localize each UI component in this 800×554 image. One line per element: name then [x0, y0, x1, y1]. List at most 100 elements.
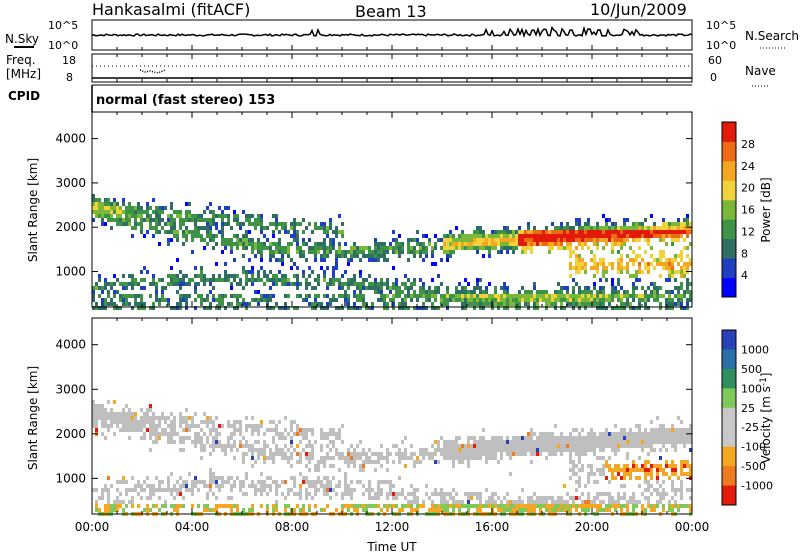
heatmap-cell [248, 424, 251, 428]
heatmap-cell [104, 202, 107, 206]
heatmap-cell [509, 238, 512, 242]
heatmap-cell [446, 290, 449, 294]
heatmap-cell [548, 242, 551, 246]
heatmap-cell [335, 432, 338, 436]
heatmap-cell [584, 306, 587, 310]
heatmap-cell [515, 306, 518, 310]
heatmap-cell [221, 424, 224, 428]
heatmap-cell [548, 294, 551, 298]
heatmap-cell [443, 302, 446, 306]
heatmap-cell [155, 298, 158, 302]
heatmap-cell [185, 238, 188, 242]
heatmap-cell [476, 298, 479, 302]
heatmap-cell [215, 436, 218, 440]
heatmap-cell [320, 432, 323, 436]
heatmap-cell [275, 508, 278, 512]
heatmap-cell [581, 448, 584, 452]
heatmap-cell [311, 306, 314, 310]
heatmap-cell [392, 238, 395, 242]
heatmap-cell [122, 416, 125, 420]
heatmap-cell [392, 286, 395, 290]
heatmap-cell [671, 290, 674, 294]
heatmap-cell [149, 226, 152, 230]
heatmap-cell [530, 250, 533, 254]
colorbar-segment [722, 368, 736, 389]
heatmap-cell [518, 298, 521, 302]
heatmap-cell [308, 456, 311, 460]
heatmap-cell [686, 428, 689, 432]
heatmap-cell [212, 286, 215, 290]
heatmap-cell [113, 432, 116, 436]
heatmap-cell [275, 448, 278, 452]
heatmap-cell [356, 452, 359, 456]
heatmap-cell [539, 290, 542, 294]
heatmap-cell [398, 286, 401, 290]
heatmap-cell [233, 432, 236, 436]
heatmap-cell [581, 298, 584, 302]
heatmap-cell [131, 286, 134, 290]
heatmap-cell [440, 246, 443, 250]
heatmap-cell [653, 298, 656, 302]
heatmap-cell [311, 456, 314, 460]
colorbar-tick-label: 20 [741, 182, 755, 195]
heatmap-cell [155, 210, 158, 214]
heatmap-cell [581, 290, 584, 294]
heatmap-cell [188, 278, 191, 282]
heatmap-cell [230, 274, 233, 278]
heatmap-cell [116, 218, 119, 222]
heatmap-cell [197, 218, 200, 222]
heatmap-cell [212, 294, 215, 298]
heatmap-cell [338, 432, 341, 436]
heatmap-cell [521, 250, 524, 254]
heatmap-cell [449, 456, 452, 460]
heatmap-cell [134, 428, 137, 432]
heatmap-cell [158, 416, 161, 420]
heatmap-cell [656, 488, 659, 492]
heatmap-cell [92, 202, 95, 206]
heatmap-cell [398, 448, 401, 452]
heatmap-cell [596, 508, 599, 512]
heatmap-cell [185, 274, 188, 278]
heatmap-cell [218, 444, 221, 448]
heatmap-cell [125, 420, 128, 424]
heatmap-cell [323, 432, 326, 436]
heatmap-cell [335, 452, 338, 456]
heatmap-cell [311, 286, 314, 290]
heatmap-cell [374, 290, 377, 294]
heatmap-cell [125, 404, 128, 408]
heatmap-cell [125, 504, 128, 508]
heatmap-cell [368, 306, 371, 310]
heatmap-cell [299, 452, 302, 456]
heatmap-cell [614, 432, 617, 436]
heatmap-cell [230, 504, 233, 508]
heatmap-cell [620, 306, 623, 310]
heatmap-cell [578, 262, 581, 266]
heatmap-cell [611, 472, 614, 476]
heatmap-cell [338, 278, 341, 282]
heatmap-cell [341, 508, 344, 512]
heatmap-cell [485, 440, 488, 444]
heatmap-cell [521, 286, 524, 290]
heatmap-cell [404, 302, 407, 306]
heatmap-cell [554, 230, 557, 234]
heatmap-cell [380, 444, 383, 448]
heatmap-cell [686, 226, 689, 230]
heatmap-cell [275, 500, 278, 504]
heatmap-cell [641, 448, 644, 452]
heatmap-cell [269, 254, 272, 258]
heatmap-cell [323, 246, 326, 250]
heatmap-cell [410, 246, 413, 250]
heatmap-cell [185, 214, 188, 218]
heatmap-cell [323, 294, 326, 298]
heatmap-cell [599, 294, 602, 298]
heatmap-cell [419, 254, 422, 258]
heatmap-cell [581, 238, 584, 242]
heatmap-cell [521, 500, 524, 504]
y-tick-label: 1000 [55, 265, 86, 279]
heatmap-cell [596, 234, 599, 238]
heatmap-cell [224, 262, 227, 266]
heatmap-cell [527, 504, 530, 508]
heatmap-cell [173, 306, 176, 310]
heatmap-cell [356, 508, 359, 512]
heatmap-cell [653, 222, 656, 226]
